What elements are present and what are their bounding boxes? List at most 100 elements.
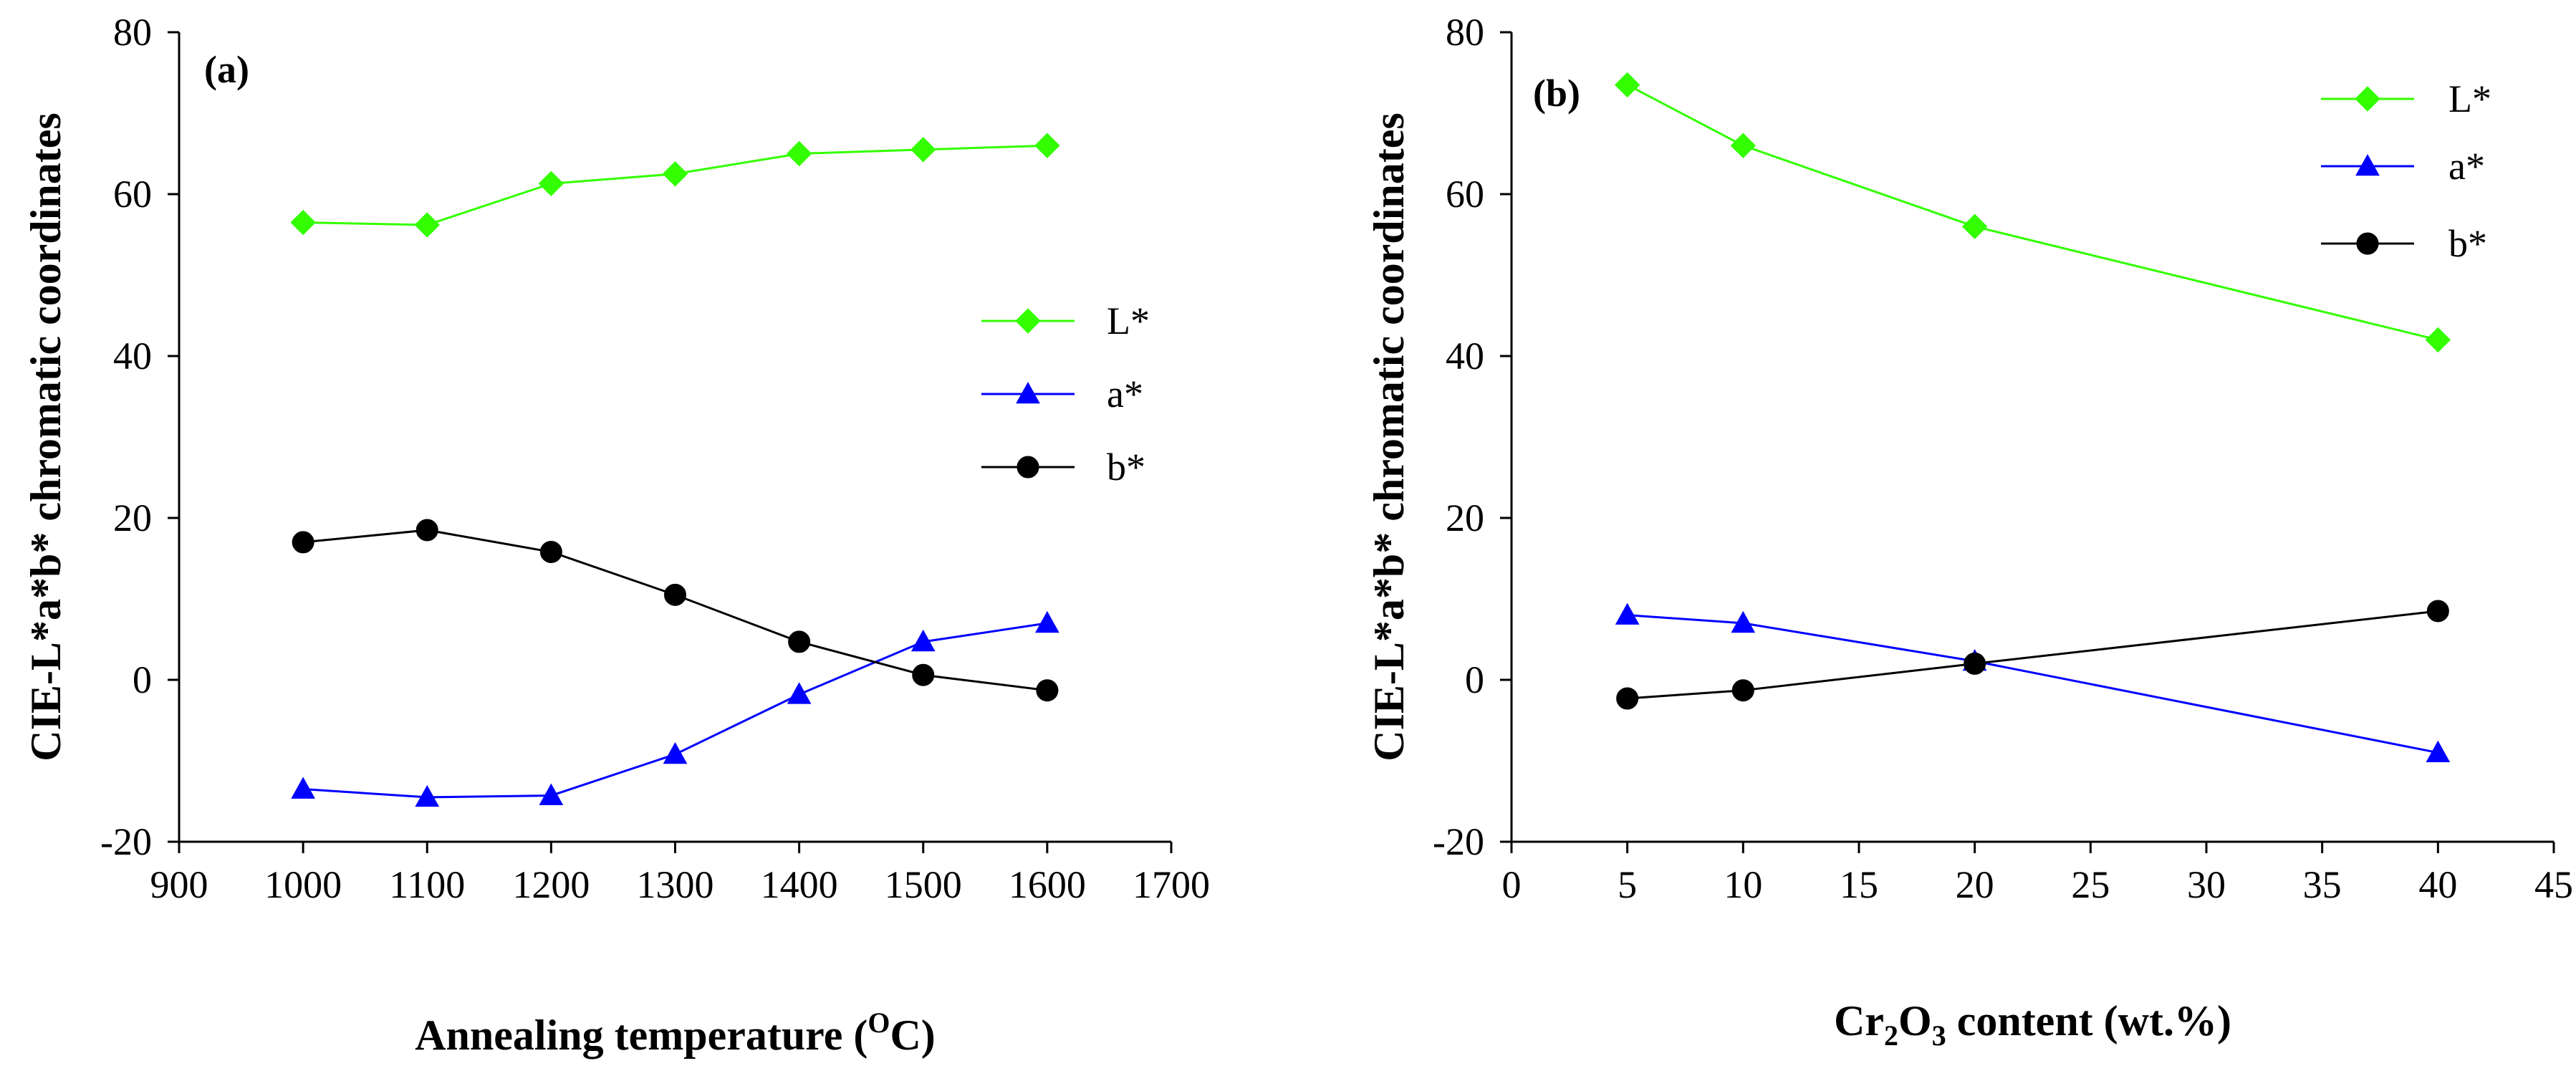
data-point: [1731, 679, 1754, 702]
x-tick-label: 40: [2418, 863, 2457, 906]
data-point: [786, 140, 812, 167]
data-point: [787, 682, 812, 704]
y-tick-label: 40: [113, 335, 152, 378]
legend-label: a*: [2448, 145, 2485, 188]
data-point: [662, 161, 688, 187]
data-point: [1616, 687, 1639, 710]
data-point: [1034, 133, 1060, 158]
data-point: [1035, 610, 1059, 633]
data-point: [415, 784, 440, 807]
chart-panel-0: 900 1000 1100 1200 1300 1400 1500 1600 1700 -20 0 2…: [22, 11, 1210, 1059]
data-point: [415, 519, 438, 542]
data-point: [2425, 327, 2451, 353]
legend-entry: L*: [2321, 77, 2491, 120]
legend-marker: [1015, 308, 1041, 334]
x-tick-label: 1100: [389, 863, 465, 906]
legend-entry: b*: [2321, 222, 2487, 265]
x-tick-label: 1000: [264, 863, 342, 906]
data-point: [539, 540, 562, 563]
y-tick-label: 0: [133, 658, 152, 701]
data-point: [663, 741, 688, 764]
legend-entry: L*: [981, 299, 1150, 342]
x-tick-label: 5: [1618, 863, 1637, 906]
data-point: [910, 629, 936, 652]
y-tick-label: 80: [1446, 11, 1484, 54]
data-point: [1036, 679, 1059, 702]
data-point: [290, 209, 316, 236]
data-point: [1961, 213, 1988, 239]
legend-marker: [2355, 86, 2380, 112]
data-point: [912, 663, 935, 686]
x-tick-label: 35: [2303, 863, 2342, 906]
y-tick-label: 80: [113, 11, 152, 54]
data-point: [910, 137, 936, 163]
data-point: [788, 630, 811, 653]
data-point: [1731, 610, 1756, 633]
legend-label: a*: [1107, 373, 1143, 415]
series-2: [292, 519, 1059, 702]
data-point: [291, 777, 315, 799]
legend-label: L*: [1107, 299, 1150, 342]
data-point: [292, 531, 314, 554]
series-line: [302, 529, 1048, 692]
data-point: [1730, 133, 1756, 158]
series-line: [1627, 610, 2438, 700]
x-tick-label: 900: [150, 863, 208, 906]
legend-label: L*: [2448, 77, 2491, 120]
data-point: [1964, 652, 1986, 675]
series-1: [291, 610, 1059, 807]
x-tick-label: 0: [1502, 863, 1522, 906]
legend-marker: [1017, 456, 1039, 479]
y-tick-label: 60: [113, 173, 152, 216]
x-tick-label: 20: [1956, 863, 1994, 906]
y-axis-title: CIE-L*a*b* chromatic coordinates: [1365, 112, 1413, 762]
x-tick-label: 1500: [885, 863, 962, 906]
legend-entry: a*: [981, 373, 1143, 415]
legend-label: b*: [1107, 446, 1145, 489]
series-0: [1614, 72, 2451, 353]
y-tick-label: 0: [1465, 658, 1484, 701]
legend-marker: [2356, 232, 2379, 255]
legend-entry: a*: [2321, 145, 2485, 188]
series-0: [290, 133, 1060, 238]
x-tick-label: 1700: [1133, 863, 1210, 906]
y-tick-label: -20: [100, 820, 152, 863]
legend-marker: [1016, 381, 1040, 404]
y-axis-title: CIE-L*a*b* chromatic coordinates: [22, 112, 69, 762]
x-tick-label: 30: [2187, 863, 2226, 906]
series-line: [1627, 614, 2438, 754]
data-point: [1614, 72, 1640, 98]
y-tick-label: 20: [113, 496, 152, 539]
legend-marker: [2355, 153, 2380, 176]
data-point: [539, 783, 564, 805]
panel-label: (a): [204, 48, 249, 91]
x-tick-label: 25: [2071, 863, 2110, 906]
data-point: [664, 583, 686, 606]
series-line: [1626, 84, 2438, 341]
y-tick-label: 20: [1446, 496, 1484, 539]
y-tick-label: -20: [1433, 820, 1484, 863]
x-axis-title: Annealing temperature (OC): [415, 1007, 936, 1059]
x-axis-title: Cr2O3 content (wt.%): [1834, 997, 2231, 1052]
chart-panel-1: 0 5 10 15 20 25 30 35 40 45 -20 0 20 40 60 80 (b) CIE-L*a…: [1365, 11, 2573, 1052]
x-tick-label: 1600: [1009, 863, 1086, 906]
legend-label: b*: [2448, 222, 2487, 265]
series-line: [303, 622, 1048, 799]
x-tick-label: 10: [1724, 863, 1762, 906]
x-tick-label: 15: [1840, 863, 1878, 906]
x-tick-label: 1200: [512, 863, 590, 906]
x-tick-label: 1300: [637, 863, 714, 906]
panel-label: (b): [1533, 72, 1580, 115]
data-point: [414, 212, 440, 238]
legend-entry: b*: [981, 446, 1145, 489]
data-point: [1615, 602, 1640, 625]
x-tick-label: 1400: [761, 863, 838, 906]
x-tick-label: 45: [2534, 863, 2573, 906]
data-point: [2426, 600, 2449, 623]
y-tick-label: 40: [1446, 335, 1484, 378]
y-tick-label: 60: [1446, 173, 1484, 216]
series-2: [1616, 600, 2449, 710]
data-point: [2426, 740, 2451, 762]
